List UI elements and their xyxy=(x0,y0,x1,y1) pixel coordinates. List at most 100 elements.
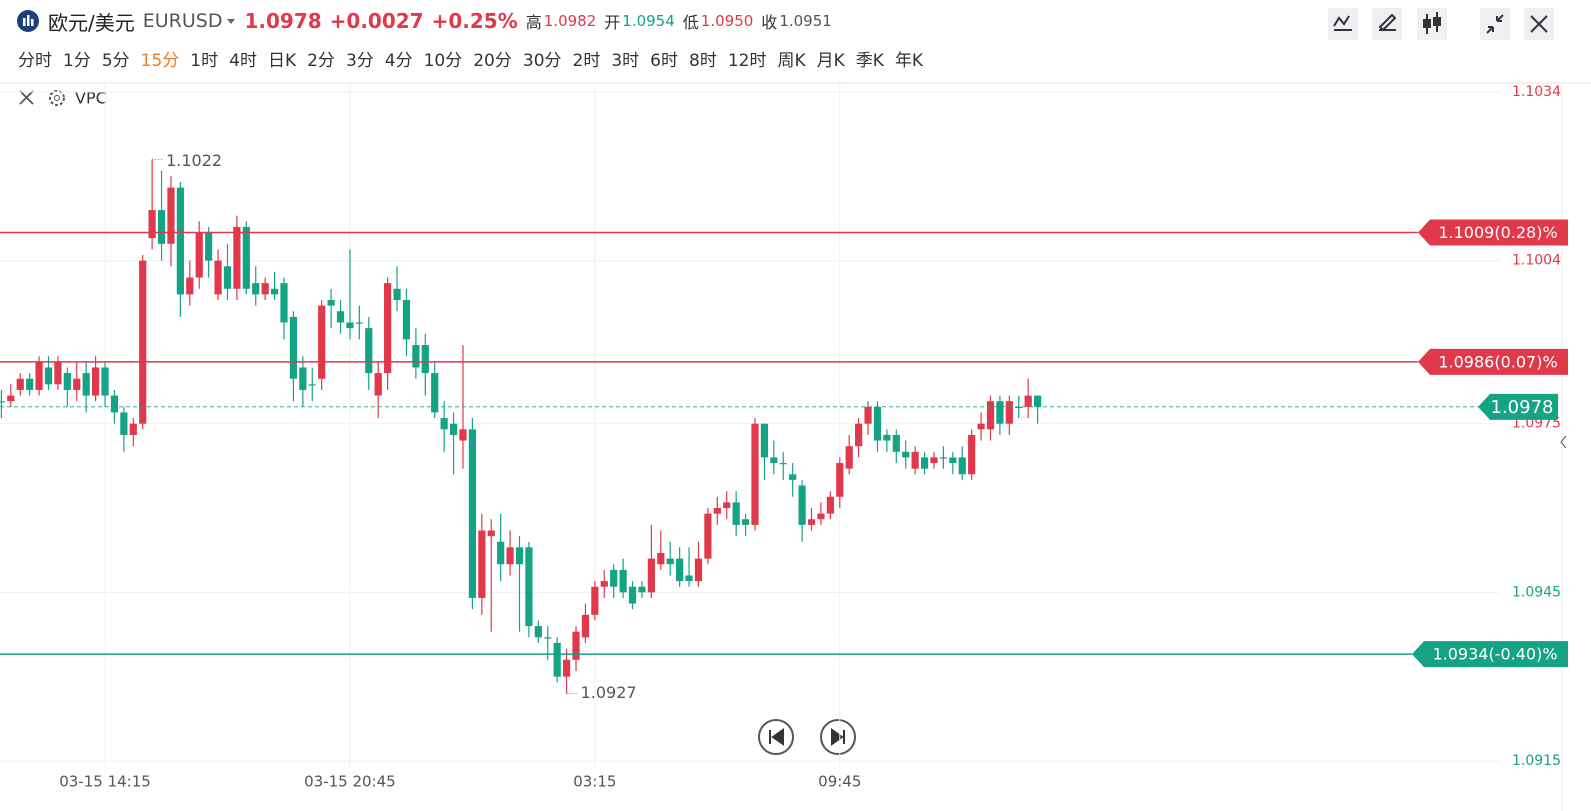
y-tick-label: 1.1004 xyxy=(1512,253,1561,269)
candle-body xyxy=(54,361,62,385)
last-price-label: 1.0978 xyxy=(1491,397,1554,418)
candle-body xyxy=(892,434,900,452)
period-bar: 分时 1分 5分 15分 1时 4时 日K 2分 3分 4分 10分 20分 30分 2时 3时 6时 8时 12… xyxy=(18,46,934,71)
candle-body xyxy=(63,373,71,390)
candle-body xyxy=(628,586,637,604)
period-tab[interactable]: 分时 xyxy=(18,51,52,71)
candle-body xyxy=(120,412,128,435)
period-tab[interactable]: 15分 xyxy=(140,51,180,71)
candle-body xyxy=(666,558,674,565)
candle-body xyxy=(619,569,627,593)
candle-body xyxy=(327,300,335,306)
period-tab[interactable]: 30分 xyxy=(522,51,562,71)
period-tab[interactable]: 2时 xyxy=(572,51,601,71)
tool-button[interactable] xyxy=(1480,8,1510,40)
candle-body xyxy=(176,187,184,295)
candle-body xyxy=(798,485,806,525)
header: 欧元/美元 EURUSD 1.0978 +0.0027 +0.25% 高 1.09… xyxy=(16,6,832,36)
candle-body xyxy=(16,378,24,390)
candle-body xyxy=(1005,401,1013,424)
collapse-arrow[interactable] xyxy=(1560,435,1567,449)
candle-body xyxy=(845,446,853,469)
period-tab[interactable]: 20分 xyxy=(473,51,512,71)
candle-body xyxy=(336,311,345,323)
next-icon xyxy=(831,728,845,746)
candle-body xyxy=(35,361,43,390)
candle-body xyxy=(534,626,542,638)
candle-body xyxy=(242,226,250,289)
candle-body xyxy=(760,423,769,458)
candle-body xyxy=(1034,395,1042,407)
tool-button[interactable] xyxy=(1372,8,1402,40)
tool-icon xyxy=(1433,17,1441,26)
stat-label: 高 xyxy=(525,13,542,32)
period-tab[interactable]: 10分 xyxy=(423,51,463,71)
symbol-icon xyxy=(17,10,39,32)
y-tick-label: 1.1034 xyxy=(1512,84,1561,100)
candle-body xyxy=(723,502,731,509)
x-tick-label: 09:45 xyxy=(818,773,861,791)
candle-body xyxy=(497,541,505,565)
candle-body xyxy=(883,434,891,441)
candle-body xyxy=(713,508,721,514)
period-tab[interactable]: 6时 xyxy=(650,51,678,71)
candle-body xyxy=(374,373,382,396)
period-tab[interactable]: 2分 xyxy=(307,51,335,71)
price-line-tag xyxy=(1418,219,1568,246)
tool-icon xyxy=(1486,14,1504,34)
x-tick-label: 03:15 xyxy=(573,773,616,791)
candle-body xyxy=(355,322,363,324)
period-tab[interactable]: 1分 xyxy=(63,51,91,71)
candle-body xyxy=(694,558,703,582)
candle-body xyxy=(581,614,590,638)
candle-body xyxy=(911,451,919,469)
candle-body xyxy=(770,457,778,464)
period-tab[interactable]: 季K xyxy=(855,51,884,71)
period-tab[interactable]: 5分 xyxy=(101,51,130,71)
candle-body xyxy=(864,406,872,424)
period-tab[interactable]: 3时 xyxy=(611,51,640,71)
candle-body xyxy=(657,552,665,565)
period-tab[interactable]: 4时 xyxy=(229,51,257,71)
candle-body xyxy=(591,586,599,615)
settings-icon[interactable] xyxy=(49,90,65,106)
candle-body xyxy=(261,283,269,295)
y-tick-label: 1.0915 xyxy=(1512,753,1561,769)
candle-body xyxy=(393,288,401,301)
period-tab[interactable]: 12时 xyxy=(727,51,767,71)
grid xyxy=(0,84,1500,768)
period-tab[interactable]: 1时 xyxy=(190,51,219,71)
candle-body xyxy=(402,300,411,340)
period-tab[interactable]: 周K xyxy=(777,51,806,71)
period-tab[interactable]: 8时 xyxy=(689,51,717,71)
symbol-code[interactable]: EURUSD xyxy=(142,10,223,32)
dropdown-arrow[interactable] xyxy=(226,16,236,26)
candle-body xyxy=(939,457,947,459)
candle-body xyxy=(186,277,194,295)
stat-value: 1.0951 xyxy=(779,12,832,30)
candle-body xyxy=(92,367,100,396)
period-tab[interactable]: 4分 xyxy=(384,51,413,71)
prev-icon xyxy=(769,728,784,746)
candle-body xyxy=(553,642,561,677)
period-tab[interactable]: 年K xyxy=(894,51,924,71)
period-tab[interactable]: 日K xyxy=(267,51,297,71)
period-tab[interactable]: 3分 xyxy=(345,51,374,71)
candle-body xyxy=(958,457,966,475)
candle-body xyxy=(968,434,976,475)
candle-body xyxy=(7,395,15,402)
candle-body xyxy=(732,502,740,525)
candle-body xyxy=(459,429,467,441)
candle-body xyxy=(487,530,495,537)
close-indicator[interactable] xyxy=(19,90,34,105)
candle-body xyxy=(223,266,232,289)
candle-body xyxy=(544,637,552,639)
candle-body xyxy=(365,328,373,374)
candle-body xyxy=(685,575,693,582)
period-tab[interactable]: 月K xyxy=(816,51,845,71)
candle-body xyxy=(789,474,797,480)
candle-body xyxy=(421,344,429,374)
tool-button[interactable] xyxy=(1417,8,1447,40)
price-line-tag xyxy=(1418,348,1568,375)
candle-body xyxy=(233,226,241,289)
